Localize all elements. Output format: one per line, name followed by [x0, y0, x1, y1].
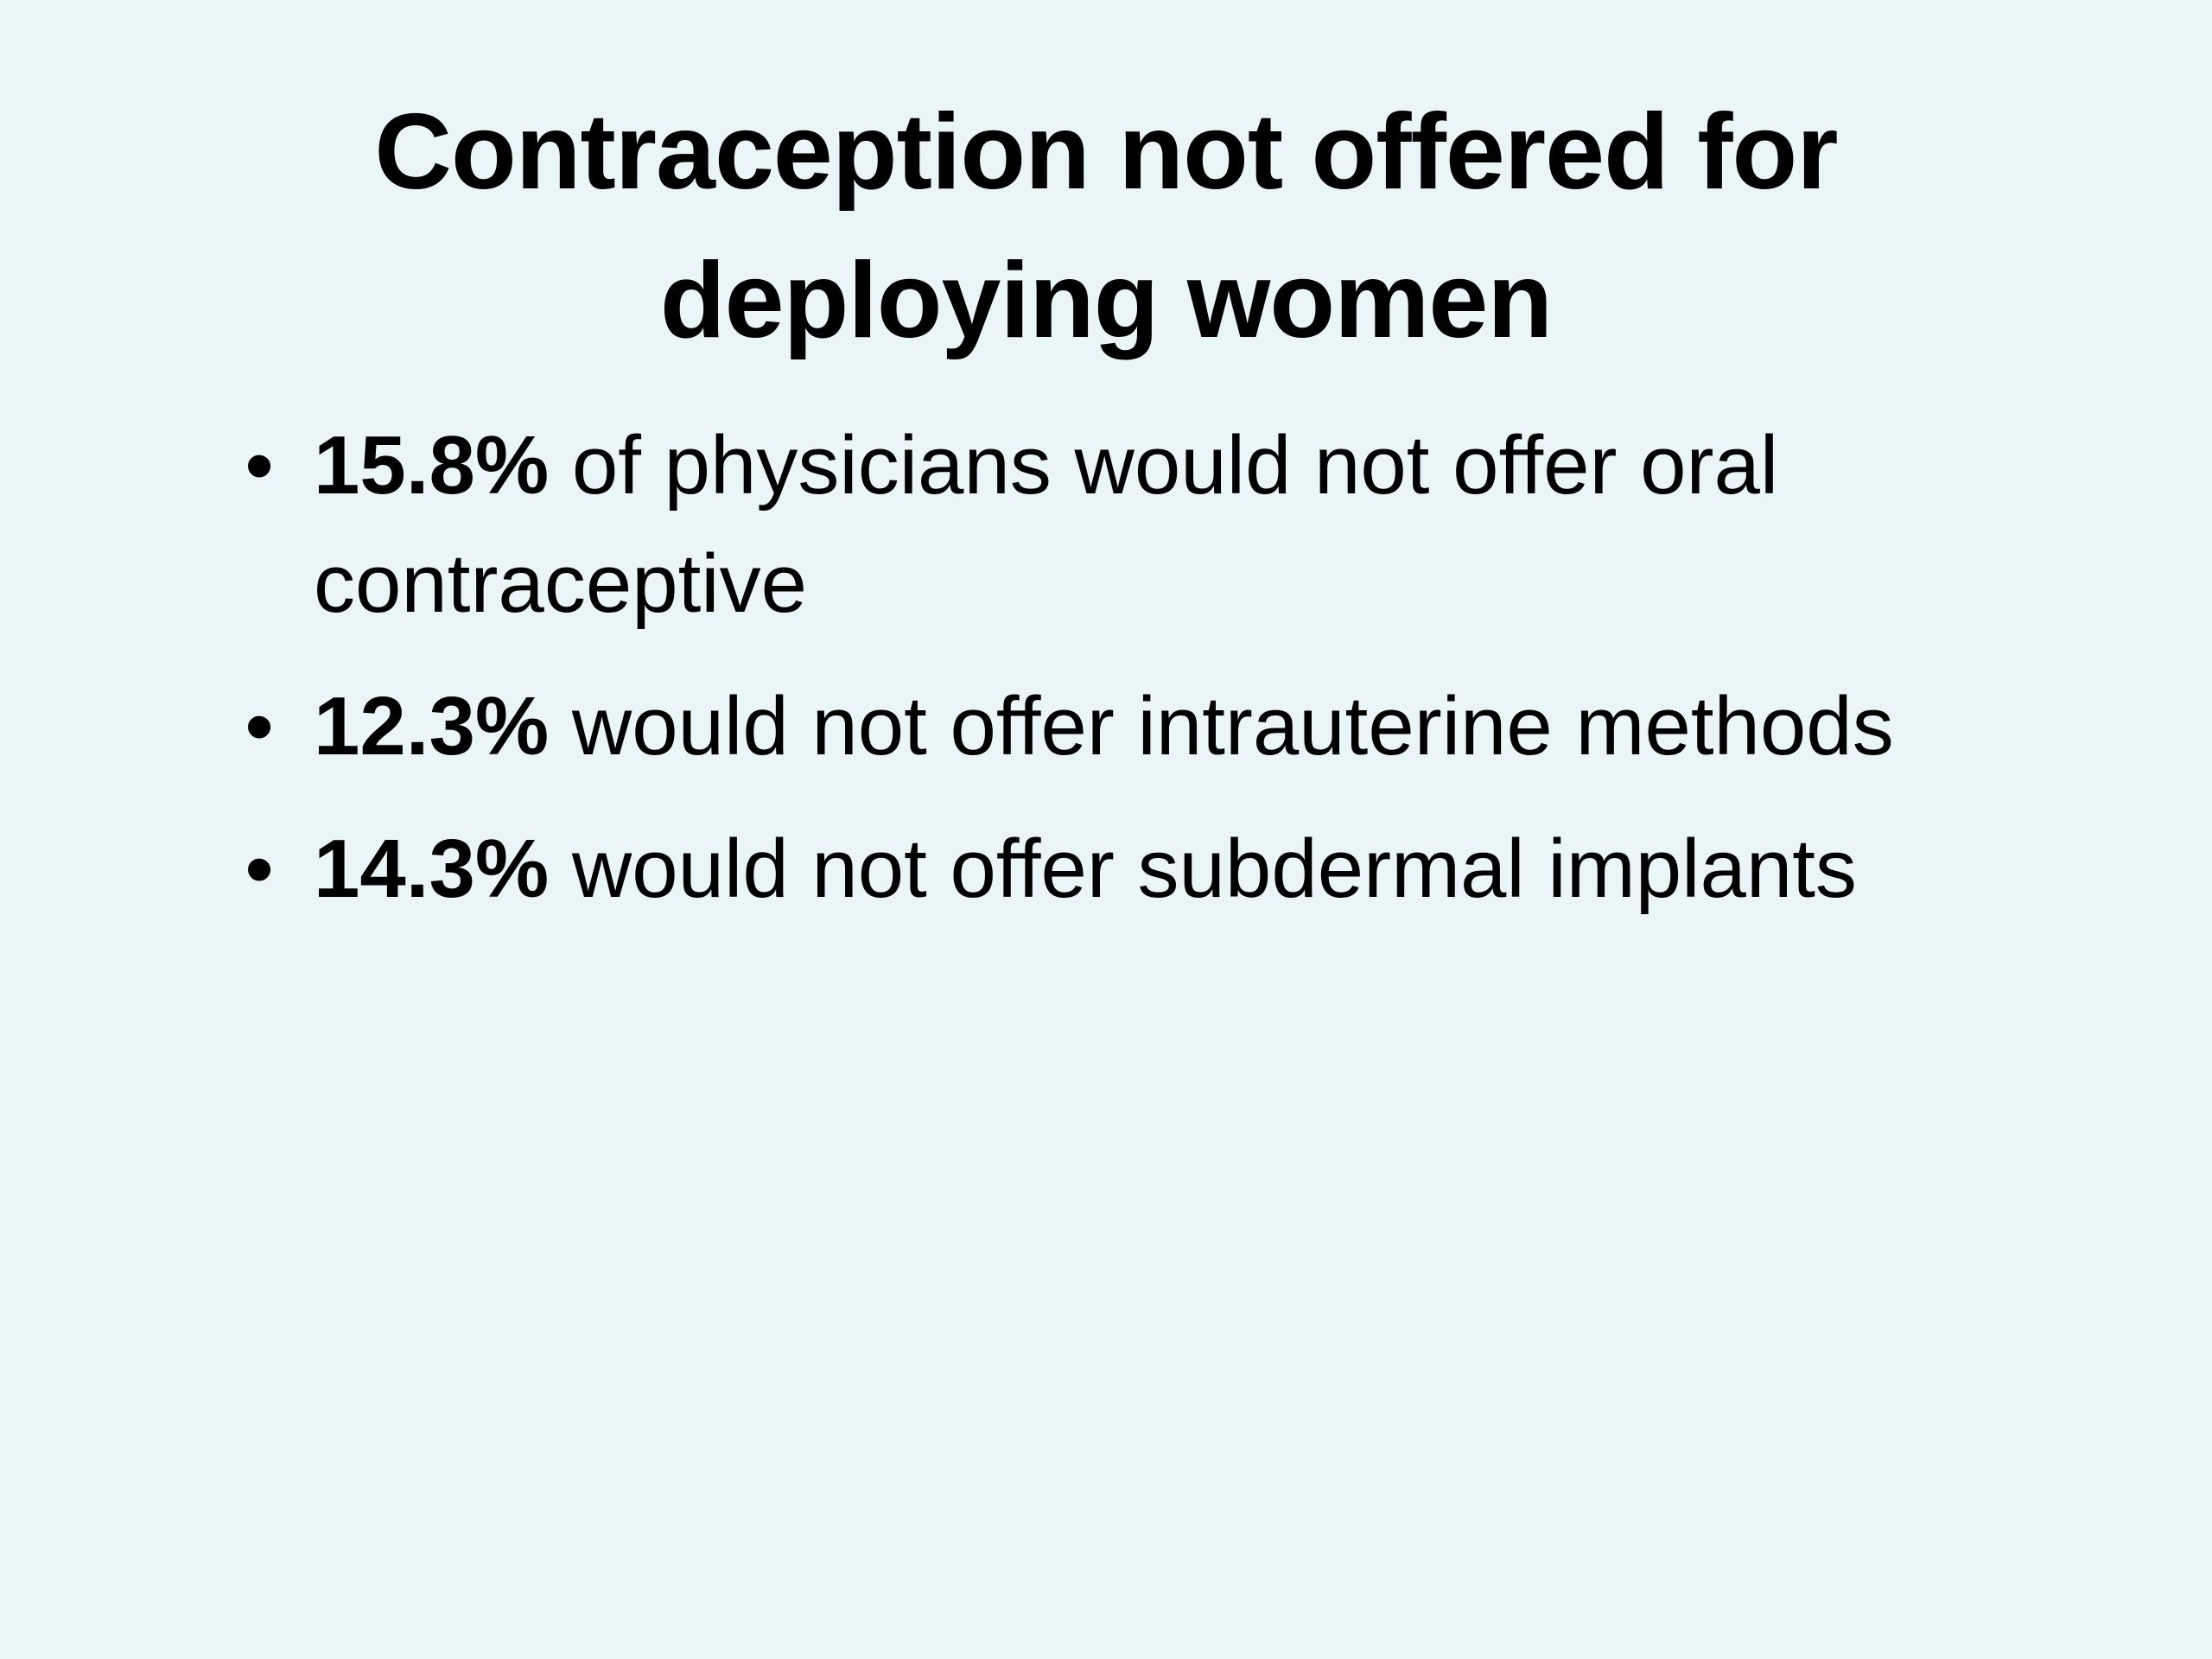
bullet-item-subdermal-implants: • 14.3% would not offer subdermal implan…: [242, 810, 2169, 928]
bullet-text: would not offer intrauterine methods: [549, 680, 1894, 772]
slide-title: Contraception not offered for deploying …: [156, 78, 2056, 375]
bullet-text-continued: contraceptive: [314, 537, 807, 630]
bullet-marker: •: [245, 680, 274, 772]
bullet-item-intrauterine: • 12.3% would not offer intrauterine met…: [242, 667, 2169, 785]
bullet-percent: 14.3%: [314, 823, 550, 915]
bullet-marker: •: [245, 823, 274, 915]
bullet-text: would not offer subdermal implants: [549, 823, 1857, 915]
bullet-text: of physicians would not offer oral: [549, 419, 1779, 512]
bullet-item-oral-contraceptive: • 15.8% of physicians would not offer or…: [242, 406, 2169, 643]
bullet-percent: 12.3%: [314, 680, 550, 772]
slide-title-line-2: deploying women: [659, 241, 1553, 360]
bullet-percent: 15.8%: [314, 419, 550, 512]
bullet-marker: •: [245, 419, 274, 512]
slide-title-line-1: Contraception not offered for: [374, 92, 1838, 212]
bullet-list: • 15.8% of physicians would not offer or…: [242, 406, 2169, 952]
